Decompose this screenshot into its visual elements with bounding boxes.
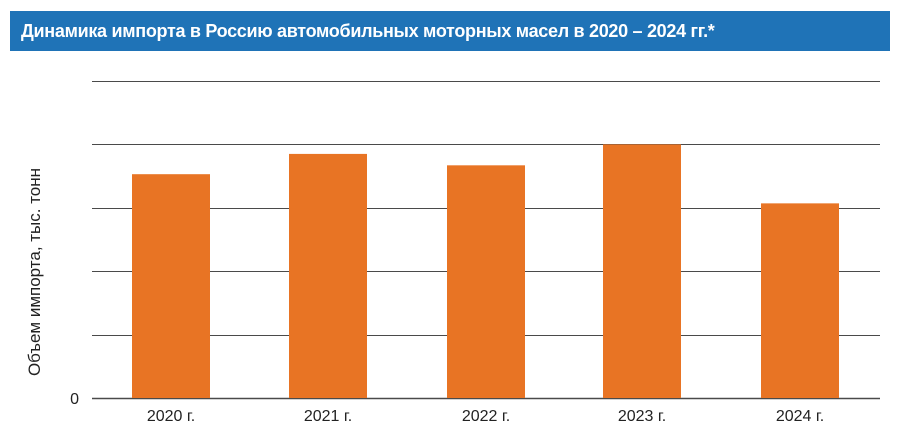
bar (132, 174, 210, 398)
chart-title-bar: Динамика импорта в Россию автомобильных … (10, 11, 890, 51)
x-tick-label: 2024 г. (776, 408, 824, 425)
bars (132, 144, 839, 398)
y-tick-labels: 0 (70, 391, 79, 408)
y-axis-label: Объем импорта, тыс. тонн (25, 168, 44, 376)
x-tick-labels: 2020 г. 2021 г. 2022 г. 2023 г. 2024 г. (147, 408, 824, 425)
x-tick-label: 2020 г. (147, 408, 195, 425)
bar (447, 165, 525, 398)
x-tick-label: 2022 г. (462, 408, 510, 425)
bar (603, 144, 681, 398)
y-tick-label: 0 (70, 391, 79, 408)
chart-title: Динамика импорта в Россию автомобильных … (21, 20, 715, 41)
bar (289, 153, 367, 398)
x-tick-label: 2023 г. (618, 408, 666, 425)
x-tick-label: 2021 г. (304, 408, 352, 425)
bar (761, 203, 839, 398)
